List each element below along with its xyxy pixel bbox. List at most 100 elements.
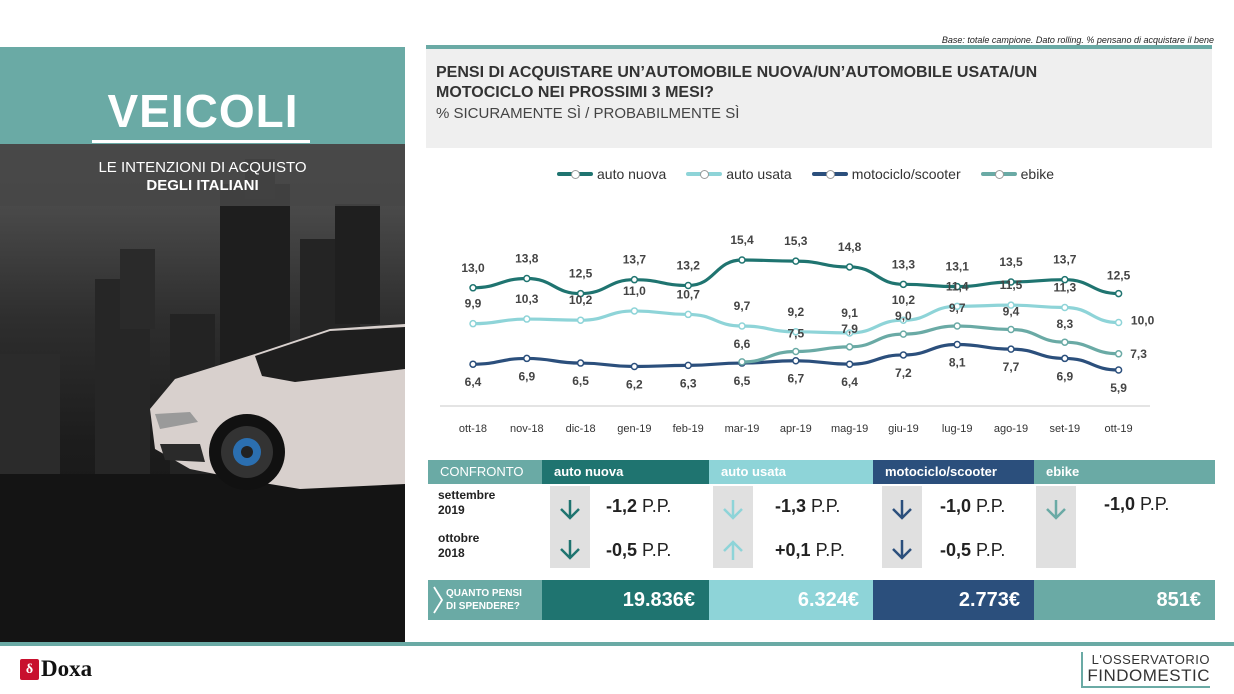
data-label-auto_usata: 11,0 (623, 284, 646, 298)
data-point-auto_nuova (845, 263, 854, 271)
data-point-auto_usata (845, 329, 854, 337)
data-point-auto_nuova (576, 289, 585, 298)
section-subtitle-1: LE INTENZIONI DI ACQUISTO (98, 159, 307, 176)
data-point-moto (469, 360, 477, 368)
data-point-auto_usata (738, 322, 746, 330)
row-label-settembre: settembre 2019 (438, 488, 496, 517)
arrow-cell-auto-usata (713, 486, 753, 568)
delta-ott-moto: -0,5 P.P. (940, 540, 1006, 560)
x-tick-label: apr-19 (780, 423, 812, 435)
arrow-cell-auto-nuova (550, 486, 590, 568)
data-label-moto: 6,9 (518, 369, 535, 383)
data-label-ebike: 9,0 (895, 309, 912, 323)
data-point-auto_usata (469, 319, 477, 328)
data-point-auto_nuova (684, 281, 692, 290)
data-label-moto: 5,9 (1110, 381, 1127, 395)
data-point-auto_usata (523, 315, 531, 323)
data-point-ebike (792, 347, 800, 356)
data-label-ebike: 9,4 (1003, 304, 1020, 318)
data-point-auto_usata (792, 328, 800, 336)
title-band (0, 47, 405, 144)
data-point-moto (792, 356, 800, 365)
data-point-ebike (738, 358, 746, 366)
data-label-moto: 6,9 (1056, 369, 1073, 383)
bottom-rule (0, 642, 1234, 646)
data-label-auto_nuova: 13,5 (999, 255, 1023, 269)
data-point-auto_nuova (523, 274, 531, 283)
x-tick-label: lug-19 (942, 423, 973, 435)
data-point-moto (953, 340, 961, 349)
doxa-mark-icon: δ (20, 658, 39, 680)
x-tick-label: ago-19 (994, 423, 1028, 435)
delta-sep-moto: -1,0 P.P. (940, 496, 1006, 516)
delta-ott-auto-nuova: -0,5 P.P. (606, 540, 672, 560)
legend-label: auto usata (726, 166, 792, 182)
line-chart: ott-18 nov-18 dic-18 gen-19 feb-19 mar-19 apr-… (440, 233, 1155, 435)
arrow-up-icon (723, 540, 743, 560)
chevron-right-icon (433, 586, 444, 614)
data-label-auto_nuova: 13,0 (461, 261, 485, 275)
arrow-cell-ebike (1036, 486, 1076, 568)
question-header: PENSI DI ACQUISTARE UN’AUTOMOBILE NUOVA/… (426, 49, 1212, 148)
data-point-ebike (1114, 350, 1123, 358)
data-label-auto_nuova: 13,3 (892, 257, 916, 271)
data-label-auto_nuova: 13,1 (946, 260, 970, 274)
legend-item-ebike: ebike (980, 166, 1055, 182)
data-point-auto_nuova (630, 275, 639, 284)
x-tick-label: mar-19 (725, 423, 760, 435)
data-point-auto_nuova (1007, 278, 1015, 286)
legend-label: auto nuova (597, 166, 667, 182)
data-label-ebike: 7,9 (841, 322, 858, 336)
legend-swatch (557, 170, 593, 179)
data-label-auto_nuova: 13,2 (677, 258, 701, 272)
data-point-moto (576, 359, 585, 367)
data-label-moto: 7,7 (1003, 360, 1020, 374)
doxa-logo: δ Doxa (20, 656, 92, 682)
data-point-auto_usata (630, 307, 639, 315)
legend-swatch (980, 170, 1017, 179)
data-label-ebike: 7,3 (1130, 347, 1147, 361)
data-label-moto: 6,4 (465, 375, 482, 389)
x-tick-label: nov-18 (510, 423, 544, 435)
legend-item-auto-usata: auto usata (686, 166, 792, 182)
data-point-moto (1061, 354, 1069, 363)
data-label-auto_nuova: 13,8 (515, 252, 539, 266)
data-label-ebike: 7,5 (787, 326, 804, 340)
arrow-down-icon (892, 540, 912, 560)
data-label-auto_usata: 11,3 (1053, 280, 1076, 294)
data-label-moto: 6,3 (680, 376, 697, 390)
data-label-ebike: 6,6 (734, 337, 751, 351)
legend-swatch (686, 170, 723, 179)
data-label-auto_nuova: 13,7 (623, 253, 647, 267)
section-subtitle-2: DEGLI ITALIANI (146, 177, 259, 194)
arrow-down-icon (723, 500, 743, 520)
spend-auto-usata: 6.324€ (709, 580, 873, 620)
x-tick-label: dic-18 (566, 423, 596, 435)
data-point-auto_nuova (1061, 275, 1069, 284)
legend-label: ebike (1020, 166, 1055, 182)
data-point-auto_usata (576, 316, 585, 324)
spend-auto-nuova: 19.836€ (542, 580, 709, 620)
data-point-ebike (953, 322, 961, 330)
data-point-moto (523, 354, 531, 363)
legend-label: motociclo/scooter (851, 166, 961, 182)
section-title: VEICOLI (107, 85, 299, 137)
x-tick-label: mag-19 (831, 423, 868, 435)
x-tick-label: giu-19 (888, 423, 919, 435)
hero-image (0, 144, 405, 645)
chart-legend: auto nuova auto usata motociclo/scooter … (557, 166, 1054, 182)
data-label-auto_usata: 10,2 (569, 293, 593, 307)
data-point-auto_nuova (469, 284, 477, 292)
data-point-auto_nuova (1114, 289, 1123, 298)
x-tick-label: set-19 (1050, 423, 1081, 435)
data-label-auto_usata: 9,2 (787, 305, 804, 319)
data-label-auto_nuova: 12,5 (569, 267, 593, 281)
arrow-down-icon (560, 500, 580, 520)
data-label-auto_nuova: 15,4 (730, 233, 754, 247)
data-label-moto: 6,4 (841, 375, 858, 389)
data-label-moto: 6,5 (734, 374, 751, 388)
data-label-ebike: 9,7 (949, 301, 966, 315)
x-tick-label: ott-18 (459, 423, 487, 435)
spend-moto: 2.773€ (873, 580, 1034, 620)
x-tick-label: ott-19 (1105, 423, 1133, 435)
